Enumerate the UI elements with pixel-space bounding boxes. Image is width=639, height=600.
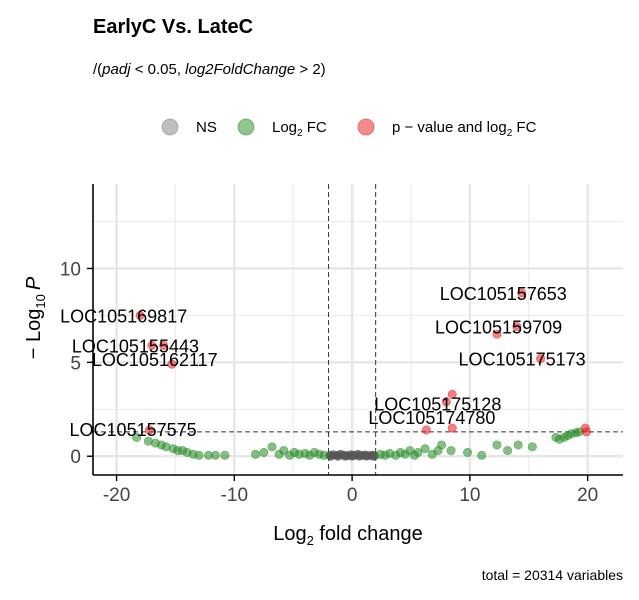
cutoff-lines <box>93 184 623 475</box>
axes: -20 -10 0 10 20 0 5 10 <box>60 184 623 506</box>
subtitle-prefix: /( <box>93 61 102 78</box>
xlabel-sub: 2 <box>307 533 314 548</box>
y-tick-label-1: 5 <box>70 353 81 374</box>
x-tick-label-4: 20 <box>577 485 598 506</box>
point-label-4: LOC105157653 <box>440 284 567 304</box>
legend-sub-fc: 2 <box>297 128 303 139</box>
legend-key-fc <box>237 118 255 136</box>
point-both-1 <box>147 340 157 350</box>
legend-key-both <box>357 118 375 136</box>
point-both-6 <box>512 322 522 332</box>
point-label-7: LOC105175128 <box>374 394 501 414</box>
data-points <box>132 288 591 461</box>
x-tick-label-0: -20 <box>103 485 130 506</box>
x-axis-title: Log2 fold change <box>273 523 423 548</box>
y-tick-label-2: 10 <box>60 259 81 280</box>
legend: NS Log2 FC p − value and log2 FC <box>161 118 537 139</box>
legend-rest-fc: FC <box>303 119 327 136</box>
point-label-0: LOC105169817 <box>60 306 187 326</box>
subtitle-fc: log2FoldChange <box>185 61 295 78</box>
point-fc-36 <box>420 444 430 454</box>
chart-caption: total = 20314 variables <box>482 567 623 583</box>
legend-main-ns: NS <box>196 119 217 136</box>
point-fc-40 <box>446 446 456 456</box>
chart-title: EarlyC Vs. LateC <box>93 16 253 38</box>
point-both-9 <box>447 389 457 399</box>
point-label-8: LOC105174780 <box>368 408 495 428</box>
point-both-5 <box>517 288 527 298</box>
point-both-7 <box>492 329 502 339</box>
legend-main-fc: Log <box>272 119 297 136</box>
point-both-14 <box>581 427 591 437</box>
point-fc-46 <box>527 442 537 452</box>
point-label-1: LOC105155443 <box>72 336 199 356</box>
subtitle-padj: padj <box>101 61 131 78</box>
legend-rest-both: FC <box>512 119 536 136</box>
xlabel-rest: fold change <box>314 523 423 545</box>
point-label-6: LOC105175173 <box>459 350 586 370</box>
legend-sub-both: 2 <box>507 128 513 139</box>
chart-subtitle: /(padj < 0.05, log2FoldChange > 2) <box>93 61 326 78</box>
point-label-2: LOC105162117 <box>92 350 218 370</box>
point-both-4 <box>145 425 155 435</box>
point-label-3: LOC105157575 <box>70 420 197 440</box>
legend-key-ns <box>161 118 179 136</box>
point-both-12 <box>447 423 457 433</box>
point-fc-10 <box>194 450 204 460</box>
ylabel-prefix: − Log <box>23 309 45 360</box>
y-tick-label-0: 0 <box>70 447 81 468</box>
point-fc-35 <box>413 447 423 457</box>
point-fc-26 <box>319 450 329 460</box>
subtitle-gt: > 2) <box>295 61 325 78</box>
point-fc-43 <box>492 440 502 450</box>
point-fc-39 <box>437 440 447 450</box>
point-fc-45 <box>513 440 523 450</box>
point-fc-0 <box>132 432 142 442</box>
point-both-8 <box>536 354 546 364</box>
point-fc-15 <box>259 447 269 457</box>
point-fc-42 <box>477 450 487 460</box>
point-both-0 <box>135 310 145 320</box>
xlabel-main: Log <box>273 523 306 545</box>
point-both-3 <box>167 359 177 369</box>
x-tick-label-1: -10 <box>221 485 248 506</box>
x-tick-label-2: 0 <box>347 485 358 506</box>
point-fc-18 <box>279 446 289 456</box>
point-label-5: LOC105159709 <box>435 318 562 338</box>
point-both-10 <box>441 397 451 407</box>
point-fc-16 <box>267 442 277 452</box>
ylabel-sub: 10 <box>33 294 48 308</box>
point-fc-14 <box>251 449 261 459</box>
point-fc-13 <box>220 450 230 460</box>
point-fc-41 <box>463 447 473 457</box>
x-tick-label-3: 10 <box>459 485 480 506</box>
point-both-2 <box>159 340 169 350</box>
point-fc-12 <box>210 450 220 460</box>
point-fc-44 <box>503 446 513 456</box>
subtitle-lt: < 0.05, <box>131 61 186 78</box>
legend-label-both: p − value and log2 FC <box>392 119 537 139</box>
ylabel-var: P <box>23 276 45 290</box>
legend-main-both: p − value and log <box>392 119 507 136</box>
point-both-11 <box>421 425 431 435</box>
legend-label-fc: Log2 FC <box>272 119 327 139</box>
legend-label-ns: NS <box>196 119 217 136</box>
y-axis-title: − Log10 P <box>23 276 48 359</box>
